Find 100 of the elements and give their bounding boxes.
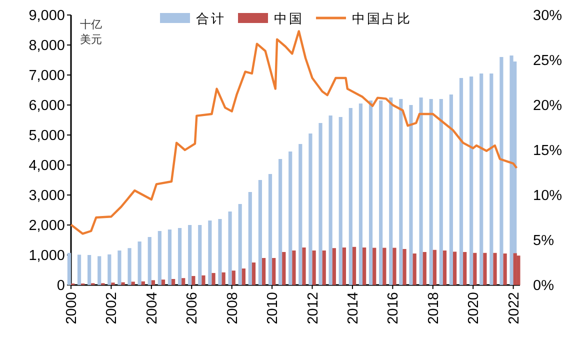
legend-label: 中国 <box>274 12 304 27</box>
bar <box>268 174 272 285</box>
bar <box>222 272 226 285</box>
y2-tick-label: 20% <box>533 98 562 114</box>
bar <box>419 98 423 285</box>
bar <box>298 144 302 285</box>
legend-label: 合计 <box>196 12 226 27</box>
bar <box>118 250 122 285</box>
x-tick-label: 2022 <box>506 292 522 324</box>
x-tick-label: 2016 <box>386 292 402 324</box>
bar <box>198 225 202 285</box>
y2-tick-label: 0% <box>533 278 554 294</box>
bar <box>67 252 71 285</box>
bar <box>463 252 467 285</box>
bar <box>409 105 413 285</box>
bar <box>338 117 342 285</box>
y-tick-label: 1,000 <box>28 248 65 264</box>
bar <box>192 276 196 285</box>
legend-label: 中国占比 <box>352 12 412 27</box>
y2-tick-label: 25% <box>533 53 562 69</box>
bar <box>128 248 132 285</box>
y-tick-label: 3,000 <box>28 188 65 204</box>
bar <box>318 123 322 285</box>
x-tick-label: 2006 <box>184 292 201 324</box>
bar <box>98 256 102 285</box>
bar <box>368 100 373 285</box>
x-tick-label: 2010 <box>265 292 282 324</box>
bar <box>302 248 306 285</box>
bar <box>238 204 242 285</box>
bar <box>77 254 82 285</box>
bar <box>402 249 406 285</box>
bar <box>493 252 497 285</box>
x-tick-label: 2000 <box>64 292 80 324</box>
bar <box>459 78 464 285</box>
bar <box>292 250 296 285</box>
bar <box>362 248 366 285</box>
bar <box>161 280 166 285</box>
bar <box>332 248 336 285</box>
y-tick-label: 9,000 <box>28 8 65 24</box>
y-tick-label: 5,000 <box>28 128 65 144</box>
y-tick-label: 6,000 <box>28 98 65 114</box>
bar <box>208 220 212 285</box>
bar <box>121 282 125 285</box>
bar <box>282 252 286 285</box>
bar <box>469 76 474 285</box>
bar <box>412 254 416 285</box>
x-tick-label: 2014 <box>345 292 362 324</box>
bar <box>218 219 222 285</box>
bar <box>328 116 332 285</box>
x-tick-label: 2002 <box>104 292 120 324</box>
bar <box>258 180 262 285</box>
bar <box>242 268 246 285</box>
bar <box>322 250 326 285</box>
y2-tick-label: 5% <box>533 233 554 249</box>
bar <box>389 98 393 285</box>
bar <box>252 262 256 285</box>
bar <box>342 248 346 285</box>
bar <box>308 134 312 285</box>
bar <box>372 248 376 285</box>
bar <box>352 246 356 285</box>
bar <box>178 228 182 285</box>
x-tick-label: 2020 <box>466 292 482 324</box>
bar <box>473 252 477 285</box>
bar <box>262 258 266 285</box>
bar <box>248 192 252 285</box>
bar <box>168 230 172 285</box>
bar <box>500 57 504 285</box>
bar <box>182 278 186 285</box>
bar <box>449 94 453 285</box>
bar <box>510 56 514 285</box>
bar <box>392 248 396 285</box>
y-tick-label: 4,000 <box>28 158 65 174</box>
bar <box>429 99 433 285</box>
bar <box>131 282 135 285</box>
x-tick-label: 2018 <box>426 292 442 324</box>
bar <box>358 104 363 285</box>
bar <box>483 252 487 285</box>
bar <box>490 74 494 285</box>
bar <box>503 254 507 285</box>
bar <box>278 159 282 285</box>
bar <box>379 100 383 285</box>
bar <box>480 74 484 285</box>
bar <box>432 250 436 285</box>
bar <box>138 242 142 285</box>
bar <box>212 273 216 285</box>
bar <box>348 108 352 285</box>
y2-tick-label: 10% <box>533 188 562 204</box>
bar <box>172 279 176 285</box>
y-tick-label: 2,000 <box>28 218 65 234</box>
bar <box>312 250 316 285</box>
bar <box>399 99 403 285</box>
y-tick-label: 8,000 <box>28 38 65 54</box>
bar <box>228 212 232 285</box>
bar <box>516 256 520 285</box>
y2-tick-label: 15% <box>533 143 562 159</box>
bar <box>202 275 206 285</box>
bar <box>108 254 112 285</box>
bar <box>148 237 152 285</box>
x-tick-label: 2008 <box>224 292 241 324</box>
bar <box>88 255 92 285</box>
